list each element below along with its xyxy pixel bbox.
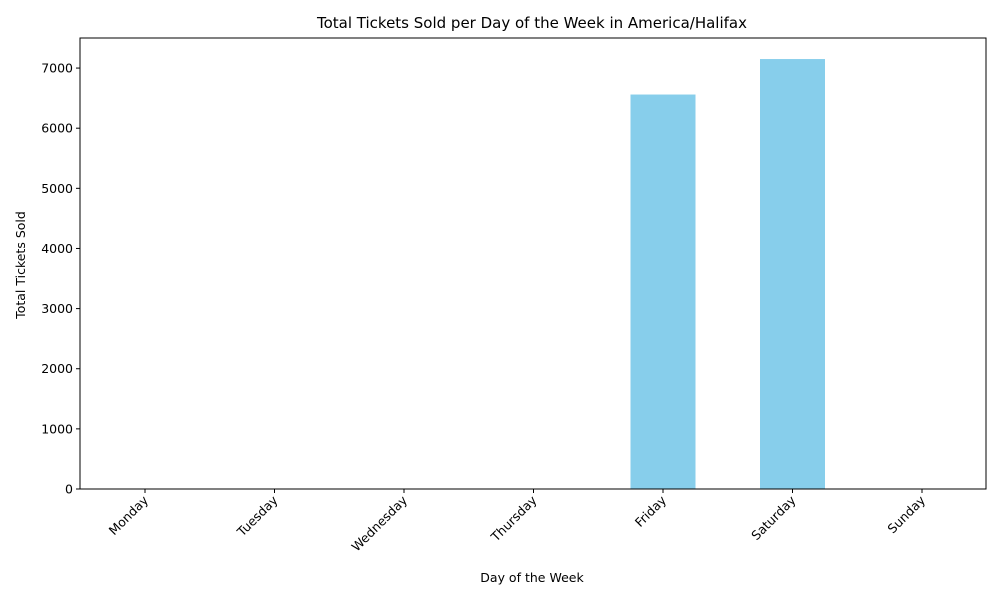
chart-title: Total Tickets Sold per Day of the Week i… (316, 14, 747, 32)
y-tick-label: 7000 (41, 61, 73, 76)
y-axis-ticks: 0 1000 2000 3000 4000 5000 6000 7000 (41, 61, 80, 497)
x-tick-label: Saturday (748, 492, 799, 543)
y-tick-label: 4000 (41, 241, 73, 256)
x-tick-label: Wednesday (348, 492, 410, 554)
plot-frame (79, 37, 987, 490)
x-tick-label: Friday (632, 492, 670, 530)
bar-friday (630, 94, 696, 489)
y-tick-label: 1000 (41, 421, 73, 436)
y-axis-label: Total Tickets Sold (13, 211, 28, 320)
y-tick-label: 2000 (41, 361, 73, 376)
x-axis-ticks: Monday Tuesday Wednesday Thursday Friday Satu… (106, 489, 929, 554)
x-tick-label: Thursday (487, 492, 540, 545)
y-tick-label: 0 (65, 482, 73, 497)
y-tick-label: 5000 (41, 181, 73, 196)
x-tick-label: Tuesday (233, 492, 281, 540)
y-tick-label: 6000 (41, 121, 73, 136)
x-axis-label: Day of the Week (480, 570, 584, 585)
x-tick-label: Sunday (884, 492, 928, 536)
bars-group (630, 59, 825, 490)
x-tick-label: Monday (106, 492, 152, 538)
bar-saturday (760, 59, 825, 490)
y-tick-label: 3000 (41, 301, 73, 316)
